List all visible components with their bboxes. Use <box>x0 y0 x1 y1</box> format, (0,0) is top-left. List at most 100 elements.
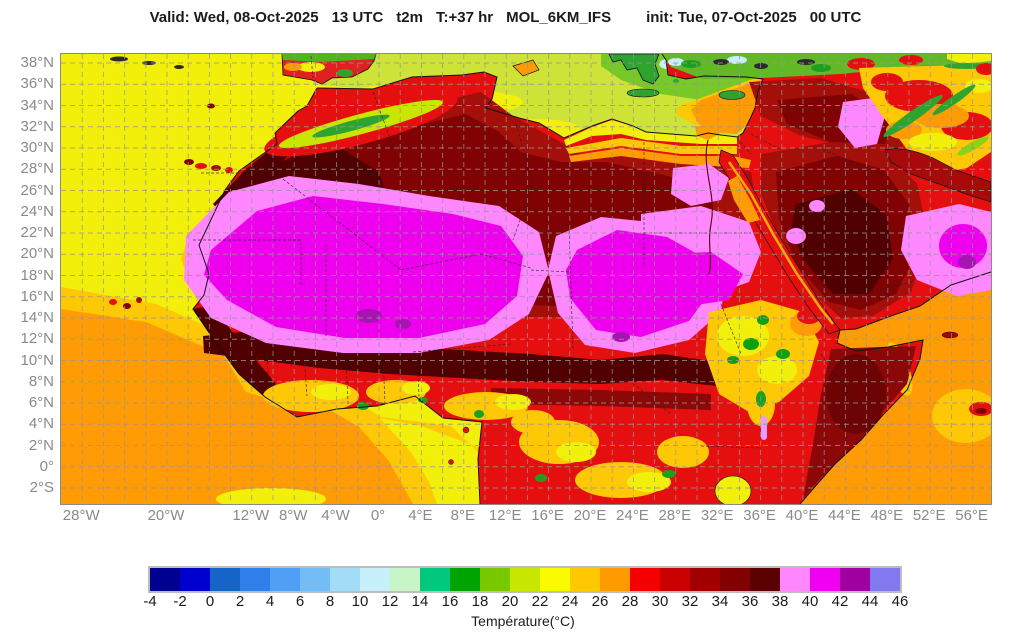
colorbar-tick-label: 36 <box>741 593 759 610</box>
colorbar-tick-label: 38 <box>771 593 789 610</box>
colorbar-segment <box>270 568 300 591</box>
x-tick-label: 20°W <box>147 507 185 524</box>
x-tick-label: 4°E <box>408 507 433 524</box>
y-tick-label: 12°N <box>20 330 54 348</box>
y-tick-label: 34°N <box>20 96 54 114</box>
x-tick-label: 0° <box>370 507 386 524</box>
colorbar-segment <box>600 568 630 591</box>
colorbar-segment <box>870 568 900 591</box>
x-tick-label: 36°E <box>743 507 776 524</box>
colorbar-tick-label: 40 <box>801 593 819 610</box>
colorbar-tick-label: 22 <box>531 593 549 610</box>
y-tick-label: 22°N <box>20 224 54 241</box>
x-tick-label: 52°E <box>912 507 946 524</box>
colorbar-segment <box>450 568 480 591</box>
colorbar-segment <box>210 568 240 591</box>
colorbar-tick-label: 20 <box>501 593 519 610</box>
valid-hour: 13 UTC <box>331 9 384 26</box>
colorbar-tick-label: 12 <box>381 593 399 610</box>
x-tick-label: 4°W <box>321 507 350 524</box>
colorbar-tick-label: 30 <box>651 593 669 610</box>
temperature-map <box>61 54 991 504</box>
y-tick-label: 38°N <box>20 54 54 71</box>
colorbar-tick-label: 24 <box>561 593 579 610</box>
greece <box>608 54 660 85</box>
colorbar-segment <box>540 568 570 591</box>
map-frame <box>60 53 992 505</box>
colorbar-tick-label: 32 <box>681 593 699 610</box>
colorbar-tick-label: 16 <box>441 593 459 610</box>
x-tick-label: 20°E <box>573 507 607 524</box>
colorbar-segment <box>420 568 450 591</box>
colorbar-segment <box>240 568 270 591</box>
x-tick-label: 56°E <box>955 507 988 524</box>
colorbar <box>148 566 902 593</box>
colorbar-segment <box>150 568 180 591</box>
colorbar-segment <box>720 568 750 591</box>
x-tick-label: 12°W <box>232 507 270 524</box>
y-tick-label: 0° <box>39 457 54 475</box>
y-tick-label: 10°N <box>20 351 54 369</box>
x-tick-label: 8°E <box>450 507 475 524</box>
y-tick-label: 8°N <box>28 372 54 390</box>
colorbar-tick-label: 46 <box>891 593 909 610</box>
colorbar-segment <box>750 568 780 591</box>
x-tick-label: 28°W <box>62 507 100 524</box>
guinea-central-africa-zone <box>263 380 752 504</box>
colorbar-segment <box>360 568 390 591</box>
colorbar-segment <box>180 568 210 591</box>
chart-title: Valid: Wed, 08-Oct-2025 13 UTC t2m T:+37… <box>0 9 1011 26</box>
y-tick-label: 2°N <box>28 436 54 454</box>
x-tick-label: 24°E <box>616 507 649 524</box>
model-name: MOL_6KM_IFS <box>506 9 612 26</box>
y-tick-label: 30°N <box>20 139 54 156</box>
x-tick-label: 40°E <box>785 507 819 524</box>
colorbar-tick-label: 2 <box>235 593 245 610</box>
colorbar-segment <box>390 568 420 591</box>
colorbar-tick-label: 0 <box>205 593 215 610</box>
x-tick-label: 8°W <box>278 507 308 524</box>
colorbar-tick-label: 4 <box>265 593 275 610</box>
init-time: init: Tue, 07-Oct-2025 <box>646 9 797 26</box>
colorbar-tick-label: 28 <box>621 593 639 610</box>
iberia <box>281 54 377 85</box>
colorbar-tick-label: 8 <box>325 593 335 610</box>
y-tick-label: 36°N <box>20 75 54 93</box>
ethiopia-horn-zone <box>705 300 916 499</box>
colorbar-tick-label: -2 <box>173 593 187 610</box>
colorbar-tick-label: 18 <box>471 593 489 610</box>
colorbar-tick-label: 14 <box>411 593 429 610</box>
colorbar-segment <box>780 568 810 591</box>
y-tick-label: 24°N <box>20 202 54 220</box>
colorbar-tick-label: 44 <box>861 593 879 610</box>
colorbar-segment <box>300 568 330 591</box>
x-tick-label: 32°E <box>700 507 734 524</box>
y-tick-label: 16°N <box>20 287 54 305</box>
y-tick-label: 20°N <box>20 245 54 263</box>
colorbar-segment <box>810 568 840 591</box>
x-tick-label: 16°E <box>531 507 564 524</box>
init-hour: 00 UTC <box>809 9 862 26</box>
colorbar-tick-label: 6 <box>295 593 305 610</box>
atlantic-islands <box>109 56 470 465</box>
colorbar-segment <box>570 568 600 591</box>
valid-time: Valid: Wed, 08-Oct-2025 <box>149 9 319 26</box>
colorbar-tick-label: 42 <box>831 593 849 610</box>
y-tick-label: 4°N <box>28 415 54 433</box>
colorbar-tick-label: 34 <box>711 593 729 610</box>
colorbar-segment <box>480 568 510 591</box>
colorbar-tick-label: -4 <box>143 593 157 610</box>
colorbar-tick-label: 26 <box>591 593 609 610</box>
x-tick-label: 44°E <box>828 507 861 524</box>
y-tick-label: 2°S <box>29 479 54 496</box>
colorbar-segment <box>690 568 720 591</box>
x-tick-label: 48°E <box>870 507 904 524</box>
colorbar-segment <box>510 568 540 591</box>
forecast-hour: T:+37 hr <box>435 9 494 26</box>
nile <box>695 124 720 275</box>
colorbar-segment <box>840 568 870 591</box>
colorbar-label: Température(°C) <box>471 613 575 629</box>
x-tick-label: 28°E <box>658 507 692 524</box>
latlon-grid <box>61 54 991 504</box>
